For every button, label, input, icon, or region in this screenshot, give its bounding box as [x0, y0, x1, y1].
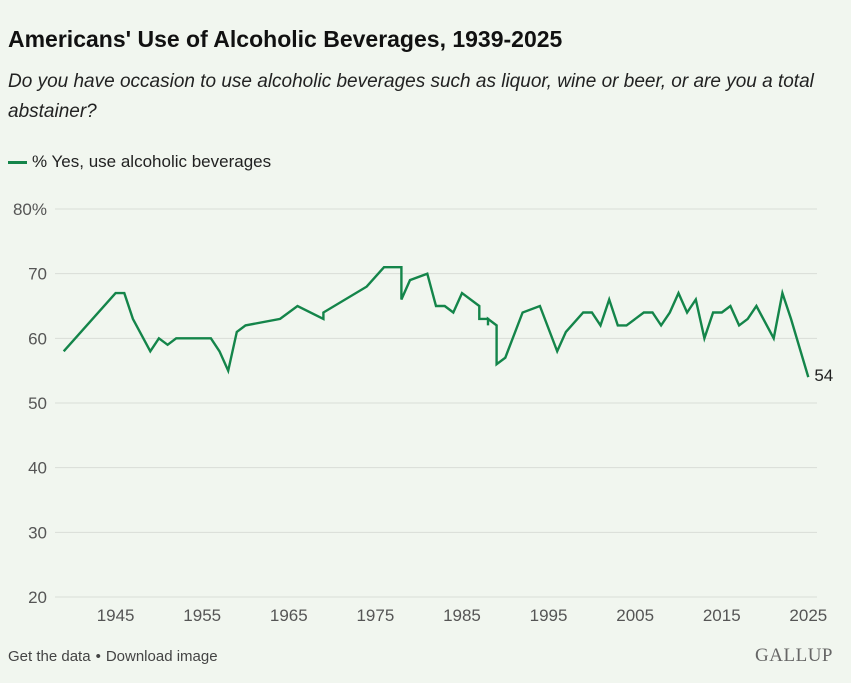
chart-subtitle: Do you have occasion to use alcoholic be… [8, 71, 814, 122]
y-tick-label: 80% [13, 200, 47, 219]
footer: Get the data • Download image [8, 648, 218, 665]
x-axis: 1945 1955 1965 1975 1985 1995 2005 2015 2025 [97, 606, 828, 625]
get-data-link[interactable]: Get the data [8, 648, 91, 665]
legend: % Yes, use alcoholic beverages [8, 152, 271, 172]
series-line [62, 266, 810, 378]
x-tick-label: 2025 [789, 606, 827, 625]
gallup-logo: GALLUP [755, 645, 833, 666]
y-tick-label: 70 [28, 265, 47, 284]
x-tick-label: 1975 [356, 606, 394, 625]
x-tick-label: 1995 [530, 606, 568, 625]
gridlines [55, 208, 817, 598]
x-tick-label: 1955 [183, 606, 221, 625]
end-value-label: 54 [814, 366, 833, 385]
y-tick-label: 50 [28, 394, 47, 413]
y-tick-label: 60 [28, 329, 47, 348]
y-tick-label: 20 [28, 588, 47, 607]
legend-label: % Yes, use alcoholic beverages [32, 152, 272, 171]
y-axis: 20 30 40 50 60 70 80% [13, 200, 47, 607]
x-tick-label: 1965 [270, 606, 308, 625]
x-tick-label: 1985 [443, 606, 481, 625]
x-tick-label: 2005 [616, 606, 654, 625]
series: 54 [62, 266, 833, 385]
y-tick-label: 40 [28, 459, 47, 478]
chart-title: Americans' Use of Alcoholic Beverages, 1… [8, 26, 563, 52]
download-image-link[interactable]: Download image [105, 648, 218, 665]
footer-separator: • [95, 648, 101, 665]
x-tick-label: 1945 [97, 606, 135, 625]
y-tick-label: 30 [28, 523, 47, 542]
legend-swatch [8, 160, 27, 164]
x-tick-label: 2015 [703, 606, 741, 625]
